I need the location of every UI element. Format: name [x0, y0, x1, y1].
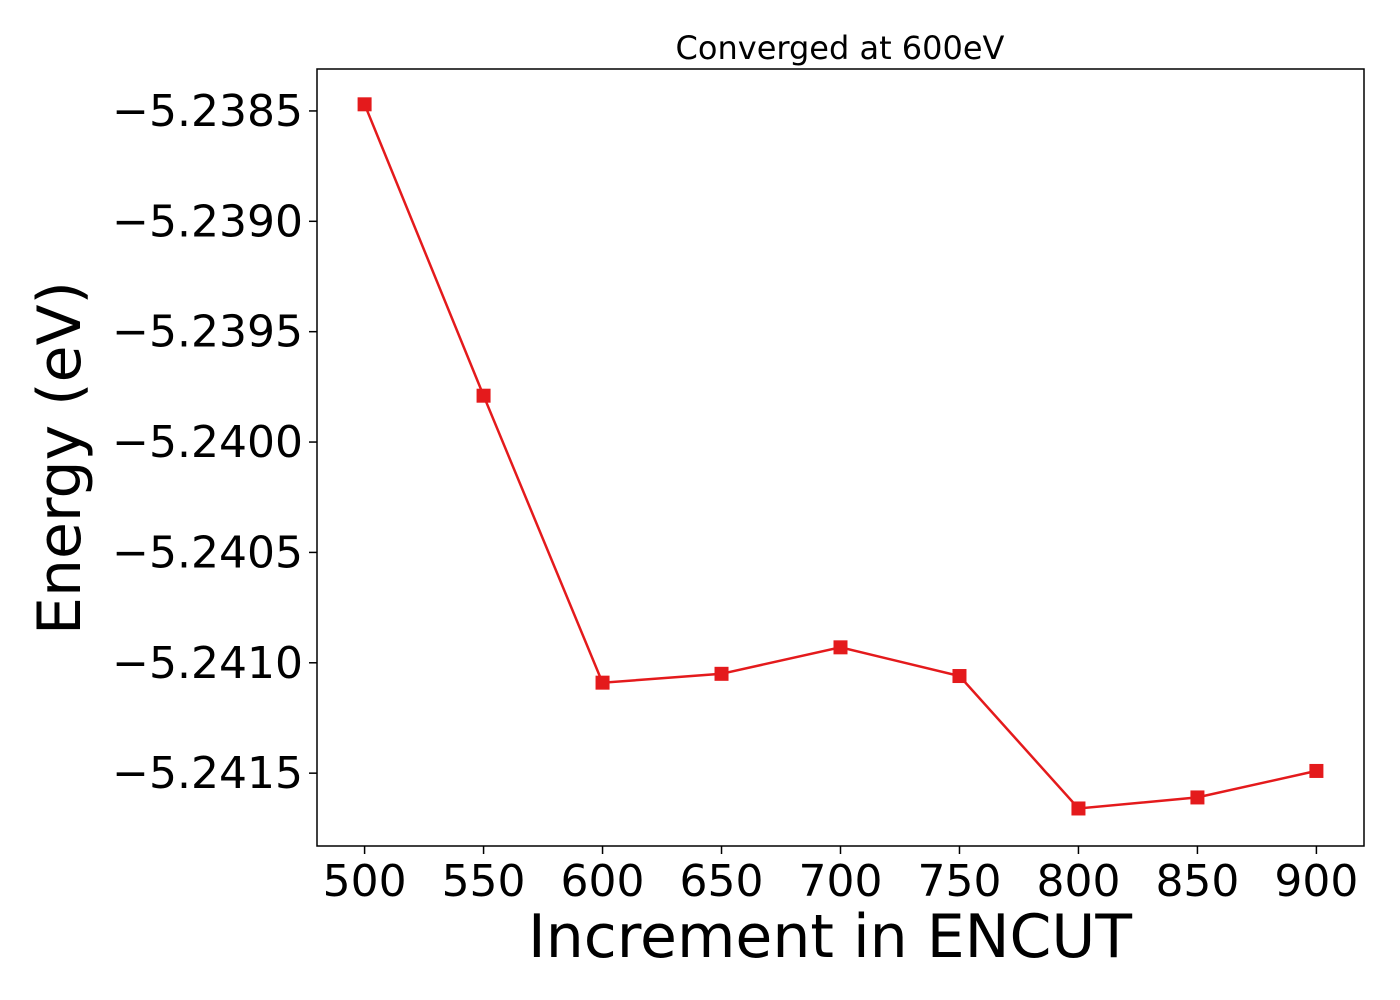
y-axis-label: Energy (eV)	[25, 281, 95, 635]
y-tick-label: −5.2400	[112, 417, 303, 468]
y-axis: −5.2385 −5.2390 −5.2395 −5.2400 −5.2405 −5.24…	[112, 86, 317, 799]
y-tick-label: −5.2410	[112, 638, 303, 689]
series-markers	[357, 97, 1324, 816]
y-tick-label: −5.2385	[112, 86, 303, 137]
data-point	[357, 97, 372, 112]
x-tick-label: 800	[1036, 856, 1120, 907]
x-axis-label: Increment in ENCUT	[528, 902, 1132, 972]
x-tick-label: 700	[799, 856, 883, 907]
y-tick-label: −5.2395	[112, 307, 303, 358]
y-tick-label: −5.2415	[112, 748, 303, 799]
x-tick-label: 600	[561, 856, 645, 907]
y-tick-label: −5.2390	[112, 196, 303, 247]
x-tick-label: 750	[917, 856, 1001, 907]
x-tick-label: 900	[1274, 856, 1358, 907]
data-point	[1071, 801, 1086, 816]
data-point	[1309, 763, 1324, 778]
data-point	[1190, 790, 1205, 805]
data-point	[952, 669, 967, 684]
data-point	[833, 640, 848, 655]
x-tick-label: 850	[1155, 856, 1239, 907]
x-axis: 500 550 600 650 700 750 800 850 900	[323, 846, 1358, 907]
y-tick-label: −5.2405	[112, 527, 303, 578]
data-point	[714, 666, 729, 681]
x-tick-label: 550	[442, 856, 526, 907]
x-tick-label: 650	[680, 856, 764, 907]
plot-area-frame	[316, 68, 1365, 847]
chart-title: Converged at 600eV	[676, 29, 1005, 67]
x-tick-label: 500	[323, 856, 407, 907]
data-point	[476, 388, 491, 403]
data-point	[595, 675, 610, 690]
series-line	[363, 103, 1317, 810]
